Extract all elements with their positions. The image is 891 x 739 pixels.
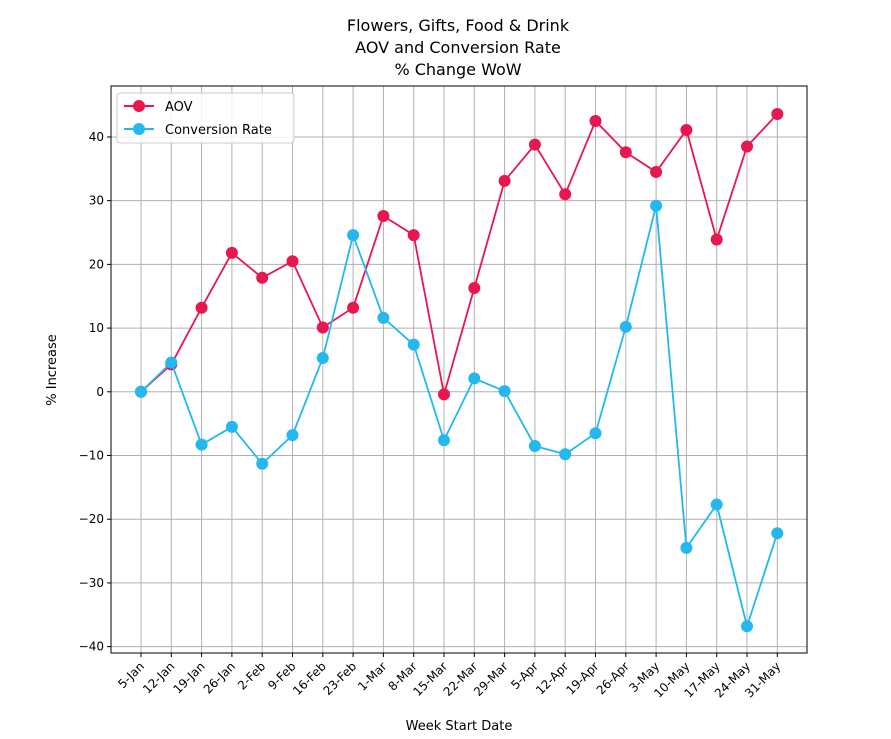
conversion-rate-data-point [195, 438, 208, 451]
conversion-rate-data-point [468, 372, 481, 385]
legend-aov-marker [133, 100, 145, 112]
x-tick-label: 26-Jan [201, 659, 238, 696]
aov-data-point [559, 188, 572, 201]
chart-subtitle-line-2: % Change WoW [394, 60, 521, 79]
legend-box [116, 92, 295, 144]
conversion-rate-data-point [528, 439, 541, 452]
conversion-rate-data-point [286, 429, 299, 442]
x-tick-label: 29-Mar [471, 659, 511, 699]
y-axis-label: % Increase [45, 334, 60, 406]
aov-data-point [286, 255, 299, 268]
x-tick-label: 12-Apr [533, 659, 571, 697]
conversion-rate-data-point [347, 229, 360, 242]
aov-data-point [438, 388, 450, 401]
legend: AOV Conversion Rate [116, 92, 295, 144]
y-tick-label: −10 [79, 449, 104, 463]
x-tick-label: 19-Apr [563, 659, 601, 697]
conversion-rate-data-point [498, 385, 511, 398]
conversion-rate-data-point [650, 199, 663, 212]
aov-data-point [710, 233, 723, 246]
axis-ticks: 5-Jan12-Jan19-Jan26-Jan2-Feb9-Feb16-Feb2… [79, 130, 784, 701]
chart-subtitle-line-1: AOV and Conversion Rate [355, 38, 561, 57]
x-tick-label: 26-Apr [594, 659, 632, 697]
x-tick-label: 16-Feb [290, 659, 329, 698]
grid-lines [111, 86, 807, 653]
aov-data-point [347, 301, 360, 314]
y-tick-label: 0 [96, 385, 104, 399]
conversion-rate-data-point [710, 498, 723, 511]
legend-aov-label: AOV [165, 100, 193, 115]
aov-data-point [589, 115, 602, 128]
x-tick-label: 12-Jan [140, 659, 177, 696]
conversion-rate-data-point [438, 434, 450, 447]
plot-frame [110, 85, 808, 654]
conversion-rate-data-point [771, 527, 784, 540]
conversion-rate-data-point [135, 385, 147, 398]
legend-conversion-rate-label: Conversion Rate [165, 123, 272, 138]
y-tick-label: −30 [79, 576, 104, 590]
aov-data-point [619, 146, 632, 159]
conversion-rate-data-point [407, 338, 420, 351]
y-tick-label: 10 [89, 321, 104, 335]
aov-data-point [256, 271, 269, 284]
y-tick-label: 30 [89, 194, 104, 208]
aov-data-point [528, 138, 541, 151]
aov-data-point [680, 123, 693, 136]
x-axis-label: Week Start Date [406, 719, 513, 734]
x-tick-label: 1-Mar [355, 659, 389, 693]
x-tick-label: 19-Jan [170, 659, 207, 696]
conversion-rate-data-point [256, 457, 269, 470]
legend-conversion-rate-marker [133, 123, 145, 135]
aov-data-point [195, 301, 208, 314]
chart-title: Flowers, Gifts, Food & Drink [347, 16, 570, 35]
conversion-rate-data-point [225, 420, 238, 433]
aov-data-point [316, 321, 329, 334]
y-tick-label: −40 [79, 640, 104, 654]
aov-data-point [468, 281, 481, 294]
y-tick-label: 40 [89, 130, 104, 144]
aov-data-point [377, 209, 390, 222]
conversion-rate-data-point [559, 448, 572, 461]
aov-data-point [407, 229, 420, 242]
conversion-rate-data-point [316, 352, 329, 365]
conversion-rate-data-point [377, 311, 390, 324]
aov-data-point [498, 174, 511, 187]
aov-series-line [140, 113, 778, 395]
conversion-rate-data-point [741, 620, 753, 633]
aov-data-point [650, 166, 663, 179]
x-tick-label: 2-Feb [235, 659, 268, 692]
aov-data-point [225, 246, 238, 259]
aov-data-point [741, 140, 753, 153]
y-tick-label: 20 [89, 257, 104, 271]
conversion-rate-data-point [680, 541, 693, 554]
conversion-rate-series-line [140, 205, 779, 630]
x-tick-label: 23-Feb [320, 659, 359, 698]
conversion-rate-data-point [165, 356, 178, 369]
conversion-rate-data-point [589, 427, 602, 440]
y-tick-label: −20 [79, 512, 104, 526]
conversion-rate-data-point [619, 320, 632, 333]
aov-data-point [771, 108, 784, 121]
series-layer [135, 108, 784, 633]
